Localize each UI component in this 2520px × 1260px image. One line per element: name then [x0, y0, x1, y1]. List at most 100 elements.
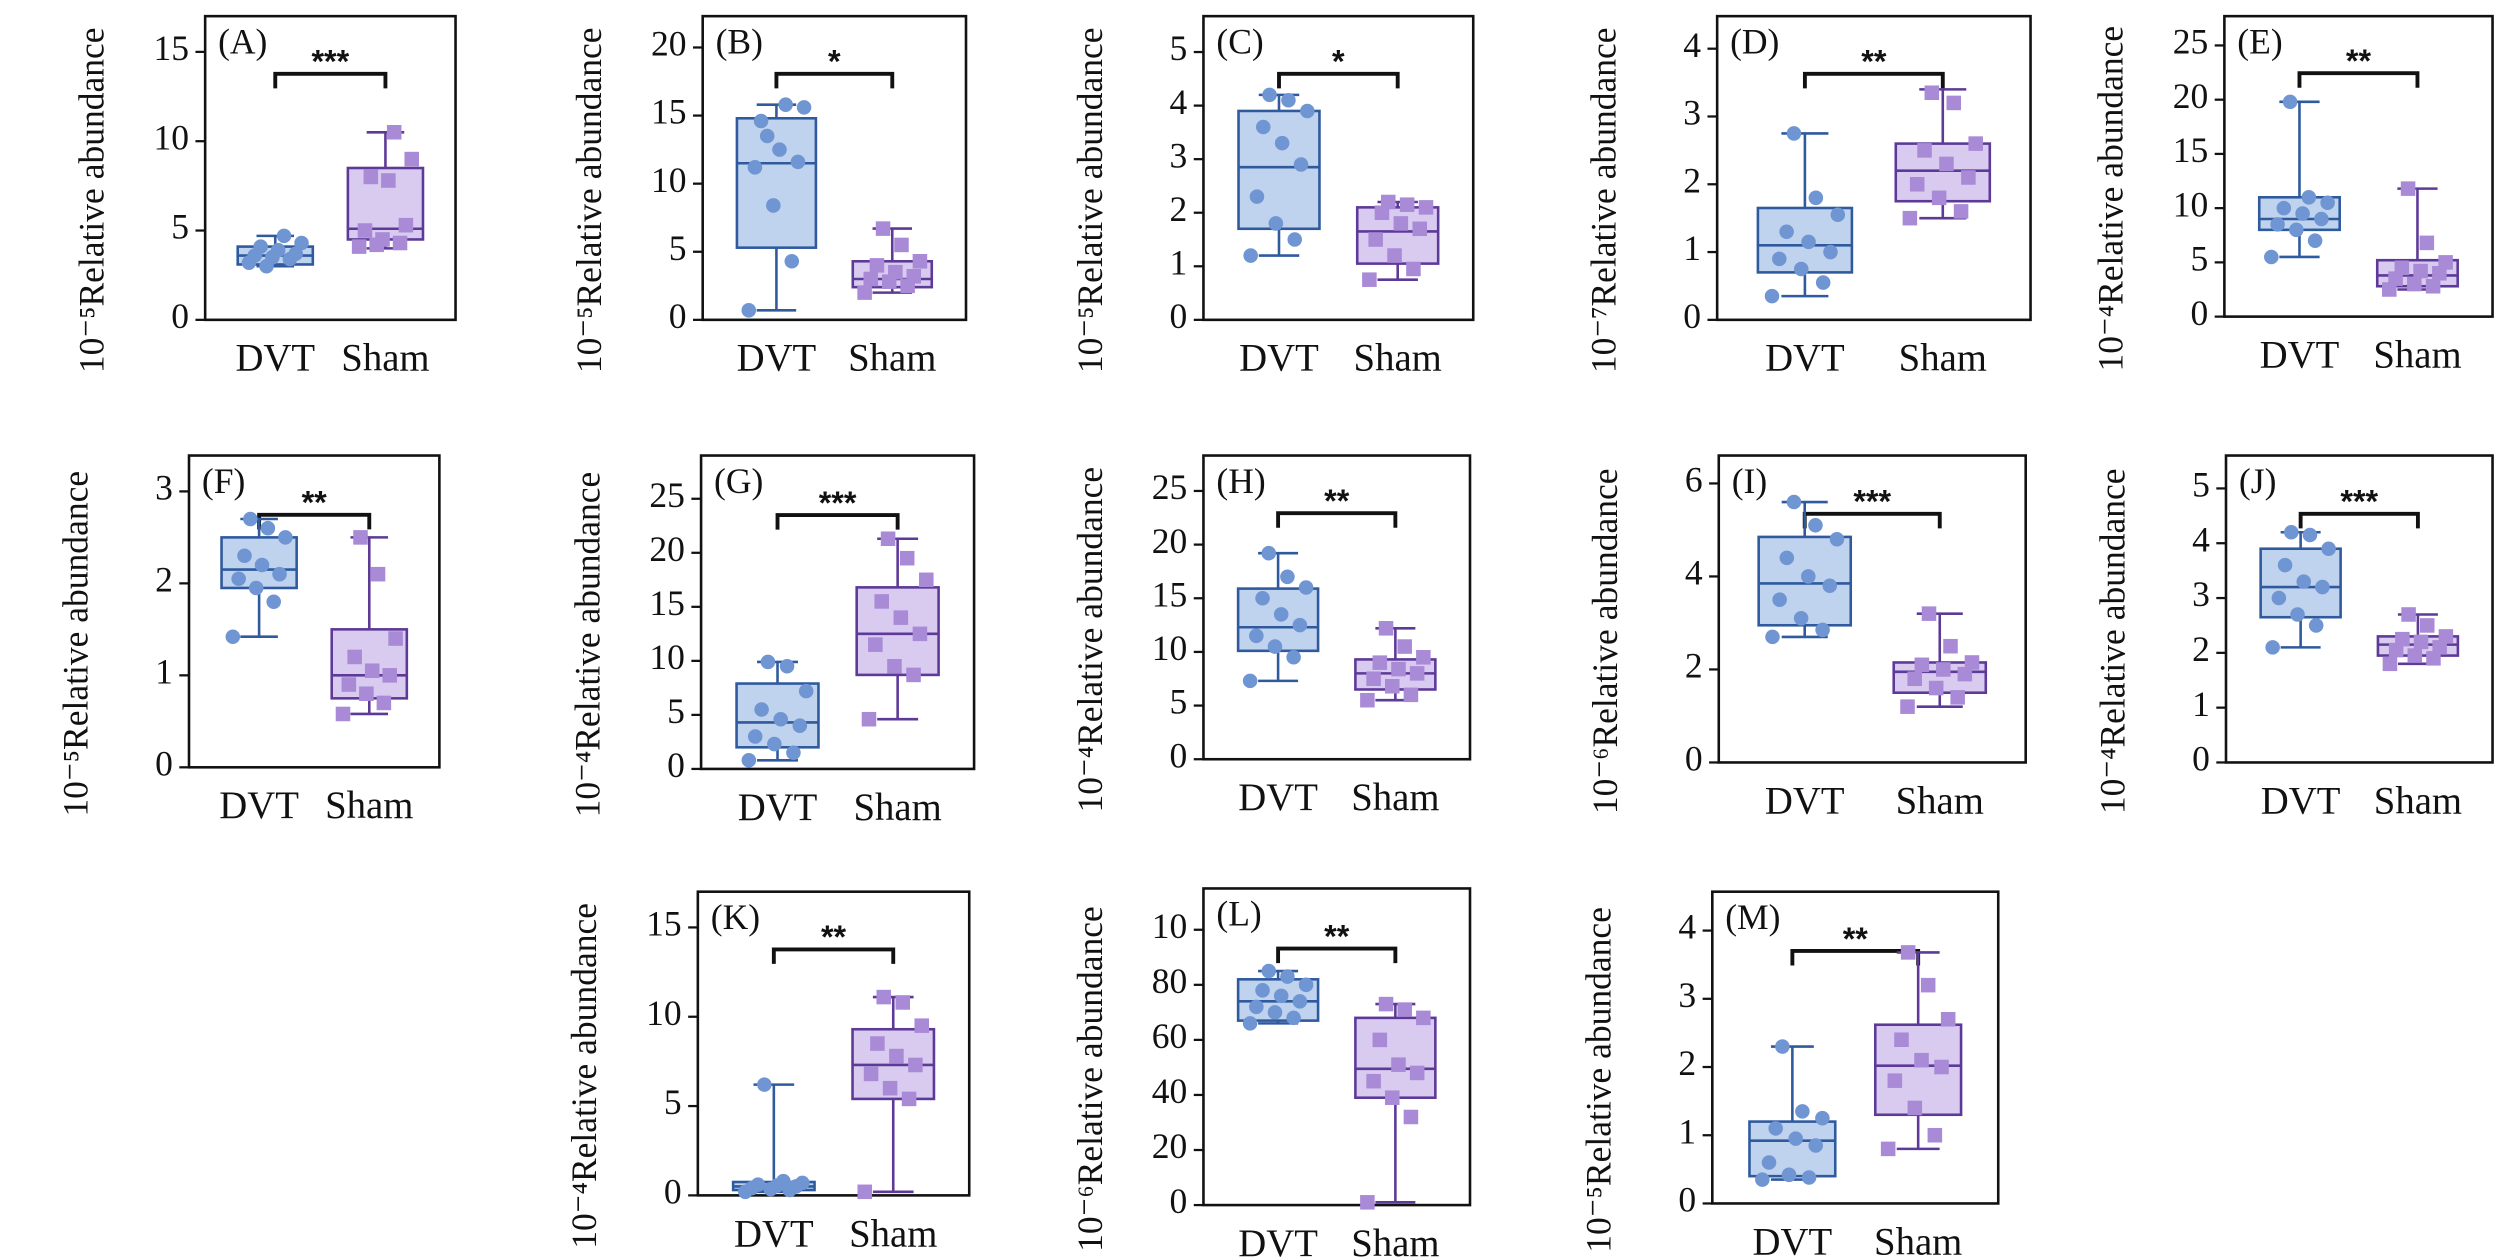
plot-frame [187, 454, 441, 769]
significance-label: *** [311, 44, 349, 80]
data-point [790, 154, 806, 170]
data-point [880, 531, 896, 547]
data-point [1397, 1002, 1412, 1017]
y-tick-label: 0 [669, 296, 687, 336]
data-point [1412, 221, 1427, 237]
data-point [1801, 569, 1816, 584]
y-tick-label: 3 [1170, 135, 1188, 175]
y-axis-label: 10⁻⁵Relative abundance [1579, 907, 1619, 1253]
panel: 0 5 10 15 20 10⁻⁵Relative abundance (B) * DVT Sha… [569, 14, 968, 380]
significance-label: ** [1324, 483, 1350, 519]
y-tick-label: 10 [651, 160, 687, 200]
data-point [335, 706, 351, 722]
data-point [2388, 642, 2404, 658]
data-point [1267, 639, 1283, 654]
data-point [2301, 190, 2317, 205]
y-tick-label: 5 [1170, 28, 1188, 68]
x-tick-label: Sham [325, 784, 413, 827]
y-axis-label: 10⁻⁷Relative abundance [1583, 27, 1623, 373]
data-point [741, 753, 757, 768]
data-point [341, 677, 357, 692]
data-point [1268, 216, 1284, 231]
data-point [1300, 103, 1315, 119]
plot-frame [1202, 14, 1475, 322]
data-point [798, 683, 814, 699]
y-tick-label: 6 [1685, 460, 1703, 500]
significance-label: ** [1324, 918, 1350, 954]
data-point [1917, 143, 1932, 158]
significance-label: *** [1853, 484, 1891, 520]
y-tick-label: 0 [155, 743, 173, 783]
y-tick-label: 20 [651, 24, 687, 64]
data-point [870, 1036, 885, 1051]
y-tick-label: 1 [1170, 242, 1188, 282]
data-point [1267, 1005, 1283, 1020]
data-point [1957, 666, 1973, 682]
data-point [225, 629, 241, 644]
data-point [1887, 1073, 1903, 1088]
data-point [2419, 618, 2435, 633]
x-tick-label: Sham [2374, 779, 2462, 822]
data-point [2407, 276, 2422, 292]
data-point [1393, 216, 1409, 231]
significance-label: ** [302, 485, 328, 521]
y-axis-label: 10⁻⁶Relative abundance [1585, 468, 1625, 814]
data-point [1786, 494, 1802, 510]
data-point [875, 221, 891, 236]
data-point [1907, 1100, 1923, 1116]
data-point [2426, 651, 2441, 666]
data-point [1403, 687, 1419, 703]
data-point [376, 695, 392, 711]
x-tick-label: DVT [1753, 1220, 1833, 1260]
y-tick-label: 5 [2192, 465, 2210, 505]
data-point [1378, 996, 1394, 1012]
data-point [404, 151, 419, 167]
data-point [1280, 569, 1295, 585]
significance-label: * [1332, 44, 1345, 80]
data-point [1808, 1138, 1823, 1153]
data-point [901, 1091, 917, 1107]
data-point [887, 658, 902, 674]
significance-label: ** [1843, 921, 1869, 957]
data-point [792, 718, 808, 733]
data-point [1391, 661, 1406, 677]
data-point [766, 198, 781, 213]
data-point [1801, 1170, 1817, 1185]
data-point [1286, 1010, 1301, 1026]
y-tick-label: 25 [1152, 467, 1188, 507]
data-point [912, 626, 928, 642]
y-tick-label: 4 [1685, 553, 1703, 593]
data-point [795, 1175, 810, 1191]
y-tick-label: 0 [664, 1172, 682, 1212]
data-point [364, 663, 380, 679]
data-point [796, 100, 812, 115]
y-tick-label: 15 [2173, 130, 2209, 170]
y-tick-label: 0 [1685, 739, 1703, 779]
data-point [1775, 1039, 1790, 1054]
x-tick-label: DVT [1765, 779, 1845, 822]
data-point [1761, 1155, 1777, 1170]
plot-frame [203, 14, 457, 322]
data-point [1242, 1016, 1258, 1031]
data-point [1920, 977, 1936, 993]
data-point [914, 1018, 930, 1033]
data-point [1298, 977, 1314, 993]
plot-frame [2223, 14, 2494, 318]
data-point [760, 654, 776, 670]
x-tick-label: Sham [1351, 1222, 1439, 1260]
data-point [2276, 200, 2292, 216]
data-point [1900, 699, 1915, 714]
data-point [912, 254, 928, 269]
data-point [857, 285, 872, 300]
y-tick-label: 3 [1683, 93, 1701, 133]
data-point [1964, 655, 1980, 670]
data-point [1286, 650, 1301, 665]
y-tick-label: 5 [664, 1082, 682, 1122]
data-point [1372, 1032, 1388, 1048]
data-point [1779, 550, 1795, 566]
panel-label: (J) [2239, 461, 2276, 501]
data-point [747, 160, 763, 175]
x-tick-label: Sham [1354, 337, 1442, 380]
data-point [243, 511, 258, 527]
data-point [1808, 518, 1823, 533]
